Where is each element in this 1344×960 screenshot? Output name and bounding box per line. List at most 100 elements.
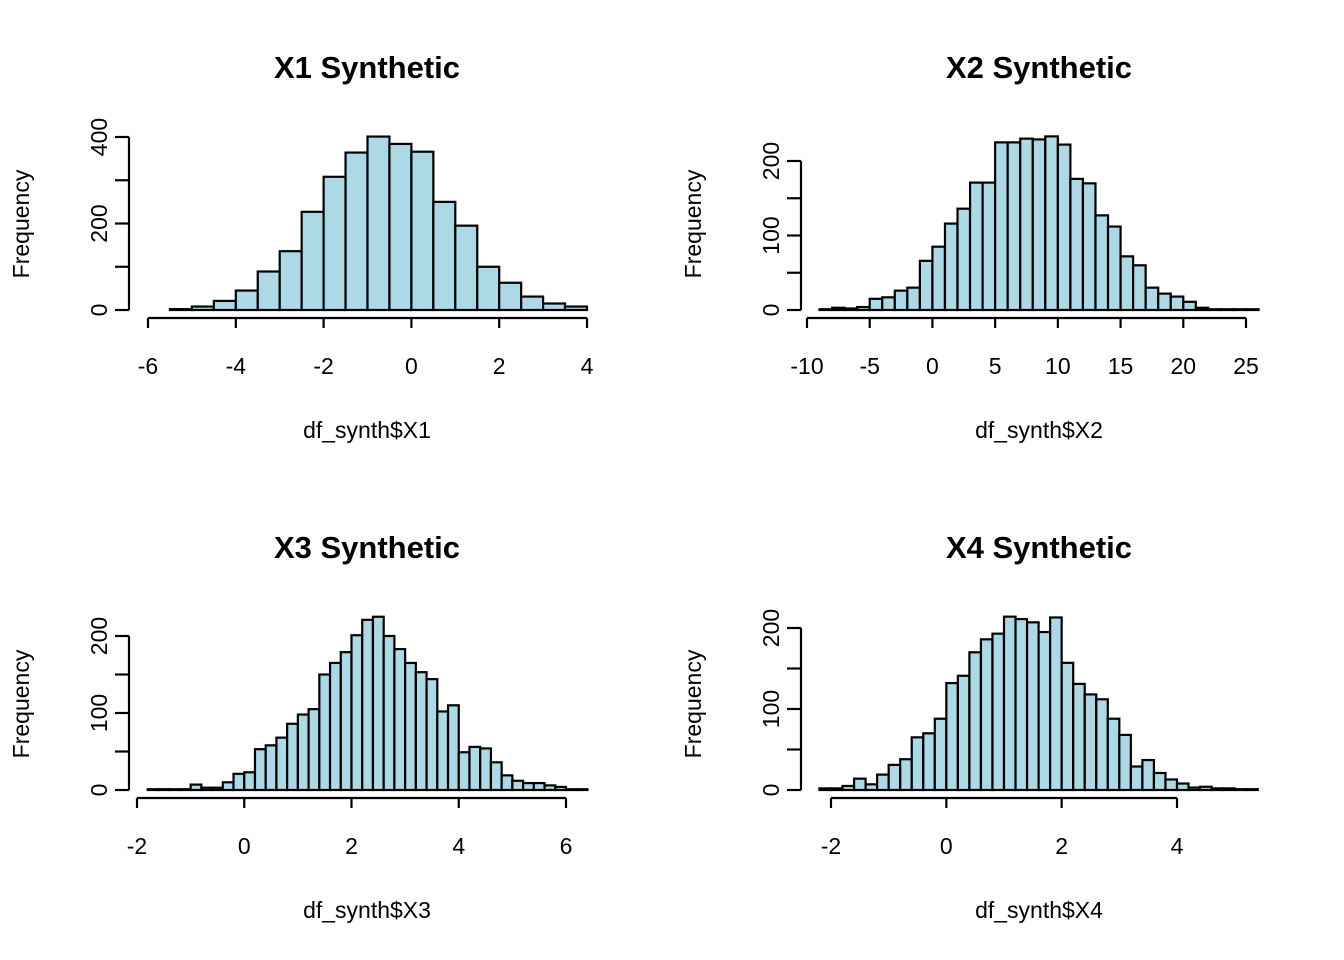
- histogram-bar: [1025, 621, 1040, 792]
- histogram-bar: [489, 761, 503, 792]
- x-tick-label: 0: [238, 833, 251, 859]
- x-tick-label: 0: [926, 353, 939, 379]
- histogram-bar: [943, 222, 959, 312]
- y-tick-label: 200: [86, 204, 112, 242]
- histogram-bar: [256, 270, 281, 312]
- histogram-bar: [200, 786, 214, 792]
- histogram-bar: [918, 259, 934, 312]
- y-tick-label: 100: [758, 216, 784, 254]
- x-tick-label: 2: [345, 833, 358, 859]
- histogram-bar: [479, 747, 493, 792]
- histogram-bar: [446, 704, 460, 792]
- histogram-bar: [344, 151, 369, 312]
- histogram-bar: [366, 135, 391, 312]
- histogram-bar: [404, 661, 417, 792]
- histogram-bar: [468, 745, 482, 792]
- histogram-bar: [500, 774, 514, 792]
- histogram-bar: [1207, 308, 1223, 312]
- y-tick-label: 0: [758, 304, 784, 317]
- histogram-bar: [1094, 214, 1110, 312]
- histogram-bar: [264, 744, 278, 792]
- y-axis-label: Frequency: [8, 169, 34, 278]
- histogram-bar: [1232, 308, 1248, 312]
- histogram-bar: [931, 245, 947, 312]
- x-tick-label: -4: [226, 353, 247, 379]
- histogram-bar: [1006, 141, 1022, 312]
- histogram-bar: [1244, 308, 1260, 312]
- histogram-bar: [1014, 617, 1029, 792]
- histogram-bar: [1169, 295, 1185, 312]
- histogram-bar: [881, 296, 896, 312]
- histogram-bar: [1031, 138, 1047, 312]
- histogram-bar: [414, 671, 428, 792]
- x-tick-label: -10: [790, 353, 823, 379]
- histogram-bar: [1060, 661, 1075, 792]
- histogram-bar: [1118, 733, 1132, 792]
- histogram-bar: [1081, 182, 1097, 312]
- x-axis-label: df_synth$X1: [303, 417, 431, 443]
- y-tick-label: 200: [86, 617, 112, 655]
- histogram-bar: [322, 175, 347, 312]
- histogram-bar: [286, 722, 299, 792]
- histogram-bar: [275, 736, 289, 792]
- histogram-bar: [1219, 308, 1235, 312]
- x-tick-label: 15: [1108, 353, 1134, 379]
- histogram-bar: [956, 674, 971, 792]
- panel-x3-histogram: X3 Synthetic df_synth$X3 Frequency -2 0 2 4…: [8, 530, 589, 923]
- y-tick-label: 100: [86, 694, 112, 732]
- histogram-bar: [968, 651, 983, 792]
- y-axis-label: Frequency: [680, 649, 706, 758]
- x-tick-label: 4: [1171, 833, 1184, 859]
- histogram-bar: [933, 717, 948, 792]
- x-tick-label: 20: [1170, 353, 1196, 379]
- y-axis: 0 100 200: [758, 609, 803, 796]
- bars: [818, 135, 1260, 312]
- histogram-bar: [232, 772, 246, 792]
- histogram-bar: [361, 618, 375, 792]
- histogram-bar: [994, 141, 1009, 312]
- y-tick-label: 0: [86, 304, 112, 317]
- x-axis: -2 0 2 4: [821, 796, 1184, 859]
- histogram-bar: [454, 224, 479, 312]
- bars: [146, 615, 589, 792]
- y-tick-label: 400: [86, 118, 112, 156]
- x-tick-label: 10: [1045, 353, 1071, 379]
- histogram-bar: [887, 763, 902, 792]
- x-axis: -6 -4 -2 0 2 4: [138, 316, 594, 379]
- histogram-bar: [1164, 778, 1179, 792]
- histogram-bar: [541, 302, 567, 312]
- histogram-bar: [393, 647, 407, 792]
- x-tick-label: -5: [859, 353, 879, 379]
- histogram-bar: [1222, 787, 1236, 792]
- histogram-bar: [1037, 630, 1052, 792]
- y-axis-label: Frequency: [8, 649, 34, 758]
- x-tick-label: 6: [560, 833, 573, 859]
- x-tick-label: -2: [821, 833, 841, 859]
- histogram-bar: [575, 788, 589, 792]
- histogram-bar: [829, 787, 844, 792]
- histogram-bar: [945, 681, 959, 792]
- histogram-bar: [922, 732, 936, 792]
- histogram-bar: [841, 784, 856, 792]
- histogram-bar: [520, 295, 545, 312]
- histogram-bar: [339, 651, 353, 792]
- x-axis-label: df_synth$X3: [303, 897, 431, 923]
- x-tick-label: -2: [313, 353, 333, 379]
- y-tick-label: 100: [758, 690, 784, 728]
- histogram-bar: [563, 305, 589, 312]
- histogram-bar: [1044, 135, 1059, 312]
- histogram-bar: [981, 181, 997, 312]
- histogram-bar: [1106, 225, 1122, 312]
- histogram-bar: [296, 713, 310, 792]
- histogram-bar: [178, 788, 192, 792]
- y-tick-label: 200: [758, 609, 784, 647]
- histogram-bar: [818, 308, 834, 312]
- chart-title: X3 Synthetic: [274, 530, 460, 565]
- histogram-bar: [1002, 615, 1017, 792]
- histogram-bar: [210, 786, 224, 792]
- histogram-bar: [1245, 788, 1259, 792]
- histogram-bar: [991, 632, 1006, 792]
- histogram-bar: [521, 781, 535, 792]
